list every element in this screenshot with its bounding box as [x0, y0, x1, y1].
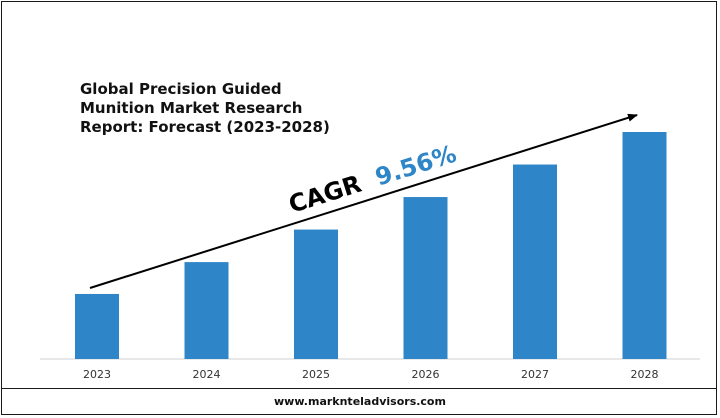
- title-line: Munition Market Research: [80, 99, 303, 117]
- bar-series: [75, 132, 667, 359]
- bar-2026: [403, 197, 448, 359]
- x-tick-label: 2026: [412, 368, 440, 381]
- trend-arrow: [89, 113, 638, 289]
- footer-url[interactable]: www.marknteladvisors.com: [274, 395, 446, 408]
- bar-2028: [622, 132, 667, 359]
- x-tick-label: 2023: [83, 368, 111, 381]
- bar-2023: [75, 293, 119, 359]
- x-tick-label: 2028: [631, 368, 659, 381]
- x-tick-labels: 2023 2024 2025 2026 2027 2028: [83, 368, 659, 381]
- x-tick-label: 2027: [521, 368, 549, 381]
- footer-divider: [1, 388, 717, 389]
- bar-2027: [513, 164, 557, 359]
- chart-title: Global Precision Guided Munition Market …: [80, 80, 380, 137]
- title-line: Global Precision Guided: [80, 80, 282, 98]
- bar-2024: [184, 262, 229, 359]
- title-line: Report: Forecast (2023-2028): [80, 118, 330, 136]
- bar-2025: [294, 229, 338, 359]
- cagr-value: 9.56%: [372, 140, 460, 192]
- x-tick-label: 2025: [302, 368, 330, 381]
- cagr-label: CAGR: [285, 170, 364, 219]
- x-tick-label: 2024: [193, 368, 221, 381]
